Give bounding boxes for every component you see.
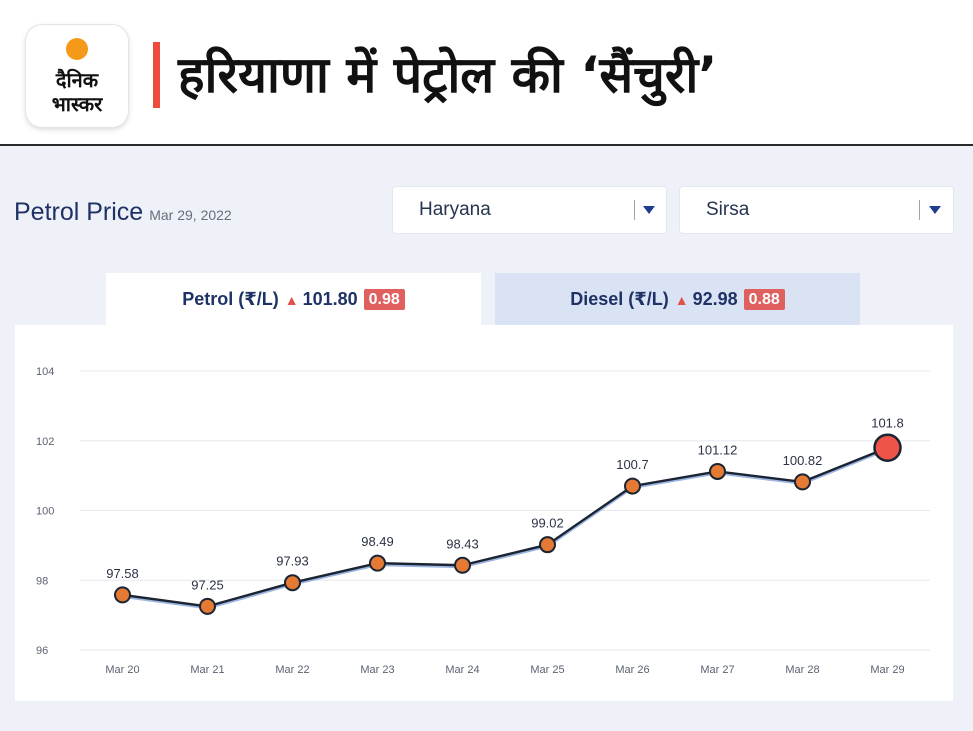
select-divider bbox=[919, 200, 920, 220]
x-tick-label: Mar 29 bbox=[870, 664, 904, 676]
data-label: 100.7 bbox=[616, 457, 649, 472]
y-tick-label: 102 bbox=[36, 436, 54, 448]
caret-down-icon[interactable] bbox=[929, 206, 941, 214]
tab-petrol[interactable]: Petrol (₹/L) ▲ 101.80 0.98 bbox=[106, 273, 481, 325]
city-select-value: Sirsa bbox=[706, 199, 750, 220]
data-point bbox=[539, 536, 556, 554]
logo-text-line2: भास्कर bbox=[51, 92, 103, 116]
tab-petrol-change-badge: 0.98 bbox=[363, 289, 405, 310]
data-label: 97.25 bbox=[191, 577, 224, 592]
data-point bbox=[284, 574, 301, 592]
x-tick-label: Mar 26 bbox=[615, 664, 649, 676]
data-point bbox=[624, 477, 641, 495]
trend-up-icon: ▲ bbox=[284, 292, 299, 308]
x-tick-label: Mar 25 bbox=[530, 664, 564, 676]
tab-diesel[interactable]: Diesel (₹/L) ▲ 92.98 0.88 bbox=[495, 273, 860, 325]
y-tick-label: 98 bbox=[36, 575, 48, 587]
data-point bbox=[709, 462, 726, 480]
header-banner: दैनिक भास्कर हरियाणा में पेट्रोल की ‘सैं… bbox=[0, 0, 973, 146]
data-point bbox=[114, 586, 131, 604]
city-select[interactable]: Sirsa bbox=[680, 187, 953, 233]
x-tick-label: Mar 24 bbox=[445, 664, 479, 676]
select-divider bbox=[634, 200, 635, 220]
caret-down-icon[interactable] bbox=[643, 206, 655, 214]
data-label: 97.58 bbox=[106, 566, 139, 581]
data-label: 98.49 bbox=[361, 534, 394, 549]
brand-logo: दैनिक भास्कर bbox=[26, 25, 128, 127]
x-tick-label: Mar 22 bbox=[275, 664, 309, 676]
trend-up-icon: ▲ bbox=[674, 292, 689, 308]
x-tick-label: Mar 28 bbox=[785, 664, 819, 676]
latest-data-point bbox=[873, 433, 902, 462]
x-tick-label: Mar 20 bbox=[105, 664, 139, 676]
sun-icon bbox=[66, 38, 88, 60]
tab-petrol-price: 101.80 bbox=[302, 289, 358, 309]
headline-accent-bar bbox=[153, 42, 160, 108]
x-tick-label: Mar 21 bbox=[190, 664, 224, 676]
widget-title-text: Petrol Price bbox=[14, 198, 144, 226]
series-line-shadow bbox=[122, 448, 888, 610]
x-tick-label: Mar 27 bbox=[700, 664, 734, 676]
data-point bbox=[369, 554, 386, 572]
tab-diesel-change-badge: 0.88 bbox=[743, 289, 785, 310]
chart-panel: 96 98 100 102 104 Mar 20 Mar 21 Mar 22 Mar 23 Mar… bbox=[15, 325, 953, 701]
tab-diesel-price: 92.98 bbox=[692, 289, 738, 309]
headline: हरियाणा में पेट्रोल की ‘सैंचुरी’ bbox=[178, 46, 718, 104]
y-tick-label: 104 bbox=[36, 366, 54, 378]
data-point bbox=[794, 473, 811, 491]
data-label: 97.93 bbox=[276, 554, 309, 569]
data-label: 99.02 bbox=[531, 516, 564, 531]
data-label: 100.82 bbox=[783, 453, 823, 468]
tab-petrol-label: Petrol (₹/L) bbox=[182, 289, 279, 309]
widget-title: Petrol Price Mar 29, 2022 bbox=[14, 198, 232, 227]
price-line-chart: 96 98 100 102 104 Mar 20 Mar 21 Mar 22 Mar 23 Mar… bbox=[36, 366, 930, 676]
state-select-value: Haryana bbox=[419, 199, 491, 220]
tab-diesel-label: Diesel (₹/L) bbox=[570, 289, 669, 309]
data-label: 98.43 bbox=[446, 536, 479, 551]
data-label: 101.8 bbox=[871, 416, 904, 431]
data-point bbox=[454, 556, 471, 574]
y-tick-label: 100 bbox=[36, 506, 54, 518]
data-point bbox=[199, 597, 216, 615]
series-line bbox=[122, 446, 888, 608]
data-label: 101.12 bbox=[698, 442, 738, 457]
x-tick-label: Mar 23 bbox=[360, 664, 394, 676]
y-tick-label: 96 bbox=[36, 645, 48, 657]
widget-date: Mar 29, 2022 bbox=[149, 207, 232, 223]
state-select[interactable]: Haryana bbox=[393, 187, 666, 233]
logo-text-line1: दैनिक bbox=[55, 68, 99, 92]
